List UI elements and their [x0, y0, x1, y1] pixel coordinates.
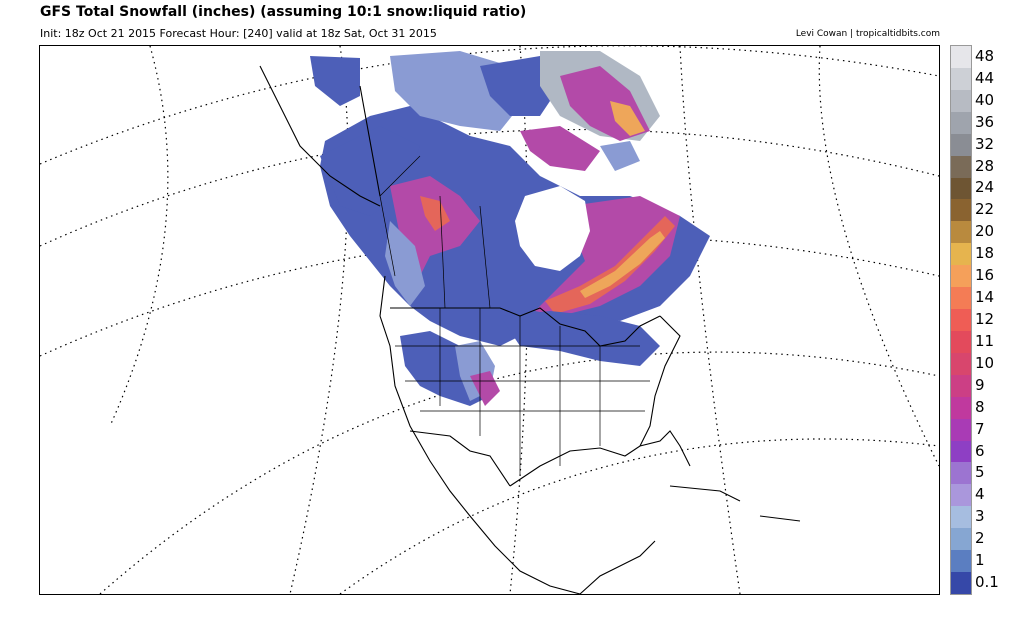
legend-swatch [951, 330, 971, 353]
legend-label: 7 [975, 419, 985, 438]
legend-swatch [951, 418, 971, 441]
legend-swatch [951, 67, 971, 90]
legend-swatch [951, 133, 971, 156]
snowfall-map [39, 45, 940, 595]
latitude-line [339, 438, 939, 594]
legend-swatch [951, 440, 971, 463]
snow-area-quebec-heavy [535, 196, 680, 316]
legend-label: 22 [975, 200, 995, 219]
legend-swatch [951, 287, 971, 310]
legend-swatch [951, 506, 971, 529]
legend-label: 8 [975, 397, 985, 416]
east-coastline [639, 315, 681, 447]
snowfall-field [310, 51, 710, 406]
map-title: GFS Total Snowfall (inches) (assuming 10… [40, 4, 527, 20]
hudson-bay [515, 186, 590, 271]
legend-label: 28 [975, 156, 995, 175]
province-line [479, 205, 491, 309]
legend-label: 2 [975, 529, 985, 548]
legend-swatch [951, 572, 971, 595]
legend-label: 10 [975, 353, 995, 372]
legend-swatch [951, 352, 971, 375]
legend-swatch [951, 177, 971, 200]
legend-swatch [951, 550, 971, 573]
legend-label: 36 [975, 112, 995, 131]
latitude-line [40, 128, 939, 247]
snow-area-hudson-east [600, 141, 640, 171]
snow-area-quebec-core [580, 231, 665, 298]
snow-area-baffin [520, 126, 600, 171]
snow-area-greenland-extreme [610, 101, 645, 136]
legend-label: 40 [975, 90, 995, 109]
legend-label: 1 [975, 551, 985, 570]
legend-label: 32 [975, 134, 995, 153]
us-mexico-border [409, 430, 511, 487]
legend-label: 20 [975, 222, 995, 241]
legend-label: 12 [975, 310, 995, 328]
legend-swatch [951, 374, 971, 397]
legend-swatch [951, 221, 971, 244]
legend-swatch [951, 89, 971, 112]
legend-swatch [951, 528, 971, 551]
alaska-coastline [259, 65, 381, 207]
legend-swatch [951, 265, 971, 288]
legend-swatch [951, 111, 971, 134]
snow-area-great-lakes [500, 311, 660, 366]
snow-area-bc-coast [385, 221, 425, 306]
snow-area-rockies-extreme [420, 196, 450, 231]
caribbean-islands [669, 485, 801, 522]
legend-swatch [951, 484, 971, 507]
legend-label: 6 [975, 441, 985, 460]
legend-label: 4 [975, 485, 985, 504]
legend-label: 0.1 [975, 573, 999, 592]
credit-text: Levi Cowan | tropicaltidbits.com [795, 29, 940, 39]
province-line [439, 195, 446, 309]
legend-swatch [951, 155, 971, 178]
longitude-line [818, 46, 939, 467]
color-legend [950, 45, 972, 595]
legend-label: 44 [975, 68, 995, 87]
longitude-line [289, 46, 349, 594]
gulf-coastline [509, 430, 691, 487]
north-america-coastline [379, 275, 581, 594]
legend-swatch [951, 396, 971, 419]
legend-label: 24 [975, 178, 995, 197]
legend-label: 11 [975, 331, 995, 350]
legend-swatch [951, 309, 971, 332]
longitude-line [679, 46, 741, 594]
legend-label: 16 [975, 266, 995, 285]
longitude-line [109, 46, 169, 427]
province-line [379, 155, 421, 277]
legend-label: 5 [975, 463, 985, 482]
legend-label: 48 [975, 46, 995, 65]
legend-swatch [951, 199, 971, 222]
snow-area-quebec-band [545, 216, 675, 314]
state-borders [379, 155, 650, 476]
snow-area-colorado [470, 371, 500, 406]
central-america [579, 540, 656, 594]
legend-swatch [951, 46, 971, 68]
boundaries [259, 65, 801, 594]
latitude-line [99, 351, 939, 594]
map-canvas [40, 46, 939, 594]
legend-label: 9 [975, 375, 985, 394]
us-canada-border [390, 307, 661, 347]
legend-label: 3 [975, 507, 985, 526]
legend-swatch [951, 243, 971, 266]
forecast-info: Init: 18z Oct 21 2015 Forecast Hour: [24… [40, 27, 437, 40]
alaska-border [359, 85, 381, 197]
legend-label: 14 [975, 288, 995, 307]
legend-swatch [951, 462, 971, 485]
snow-area-alaska [310, 56, 360, 106]
legend-label: 18 [975, 244, 995, 263]
